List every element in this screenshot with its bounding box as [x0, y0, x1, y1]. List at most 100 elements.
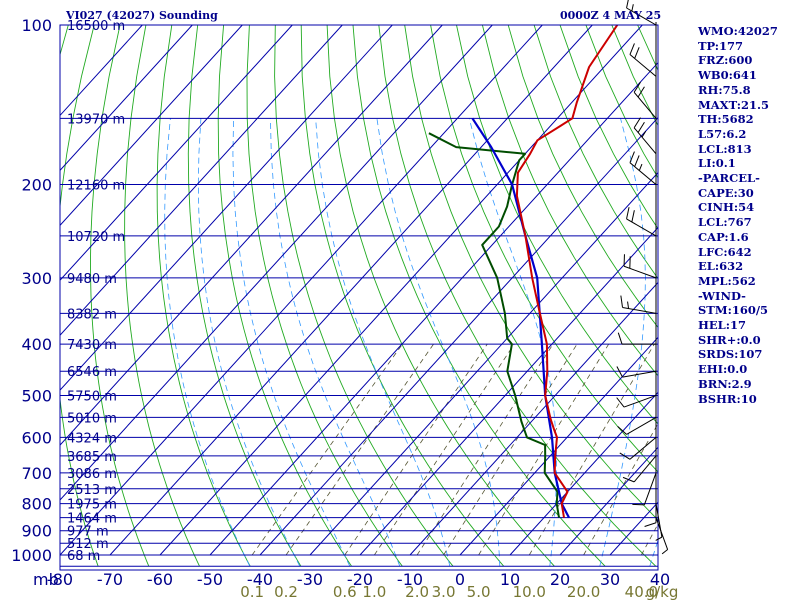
- height-label: 16500 m: [67, 19, 125, 34]
- wind-barb-flag: [633, 81, 641, 93]
- mixing-ratio-label: 3.0: [432, 583, 456, 600]
- pressure-label: 1000: [11, 546, 52, 565]
- temperature-tick-label: -50: [197, 570, 223, 589]
- wind-barb-flag: [634, 47, 640, 59]
- parcel-line: [471, 117, 570, 519]
- isotherm: [259, 116, 658, 556]
- isotherm: [359, 226, 658, 556]
- wind-barb: [633, 117, 657, 155]
- dry-adiabat: [246, 25, 403, 567]
- isotherm: [60, 25, 493, 501]
- height-label: 13970 m: [67, 112, 125, 127]
- moist-adiabat: [232, 118, 351, 567]
- wind-barb-shaft: [633, 455, 657, 483]
- height-label: 3685 m: [67, 450, 117, 465]
- isotherm: [60, 25, 293, 282]
- wind-barbs: [616, 0, 669, 555]
- wind-barb-shaft: [626, 416, 657, 435]
- height-label: 8382 m: [67, 307, 117, 322]
- stat-line: BRN:2.9: [698, 376, 752, 391]
- wind-barb: [622, 455, 657, 483]
- wind-barb-flag: [641, 130, 647, 138]
- wind-barb: [616, 394, 657, 408]
- stat-line: LCL:767: [698, 215, 752, 230]
- pressure-label: 900: [21, 522, 52, 541]
- wind-barb-flag: [617, 425, 627, 435]
- stat-line: LFC:642: [698, 244, 752, 259]
- mixing-ratio-label: 40.0: [625, 583, 658, 600]
- isotherm: [409, 281, 658, 556]
- height-label: 5750 m: [67, 389, 117, 404]
- mixing-ratio-line: [443, 343, 578, 556]
- isotherm: [60, 25, 443, 446]
- mixing-ratio-line: [374, 343, 515, 556]
- wind-barb-shaft: [643, 472, 657, 506]
- isotherm: [509, 391, 658, 556]
- stat-line: STM:160/5: [698, 303, 769, 318]
- dry-adiabat: [533, 25, 658, 280]
- dry-adiabat: [156, 25, 251, 567]
- wind-barb-flag: [633, 117, 641, 129]
- dry-adiabat: [481, 25, 658, 377]
- wind-barb: [629, 151, 657, 185]
- isotherm: [209, 61, 658, 556]
- dry-adiabat: [0, 25, 42, 566]
- wind-barb: [632, 472, 657, 506]
- dry-adiabat: [326, 25, 555, 567]
- wind-barb-flag: [617, 332, 623, 345]
- mixing-ratio-label: 20.0: [567, 583, 600, 600]
- wind-barb-flag: [627, 301, 630, 309]
- dry-adiabat: [352, 25, 606, 567]
- wind-barb-flag: [616, 366, 623, 378]
- wind-barb-shaft: [629, 437, 657, 460]
- wind-barb: [617, 332, 656, 345]
- stat-line: LCL:813: [698, 141, 752, 156]
- stat-line: CAP:1.6: [698, 229, 749, 244]
- stat-line: TH:5682: [698, 112, 754, 127]
- mixing-ratio-line: [285, 343, 434, 556]
- pressure-label: 500: [21, 386, 52, 405]
- temperature-tick-label: -60: [147, 570, 173, 589]
- wind-barb-shaft: [623, 265, 657, 279]
- pressure-unit: mb: [33, 570, 59, 589]
- stat-line: FRZ:600: [698, 53, 753, 68]
- height-label: 1464 m: [67, 512, 117, 527]
- wind-barb-shaft: [655, 517, 669, 550]
- stat-line: MAXT:21.5: [698, 97, 769, 112]
- wind-barb: [655, 517, 669, 555]
- temperature-tick-label: -20: [347, 570, 373, 589]
- pressure-label: 100: [21, 16, 52, 35]
- wind-barb: [620, 295, 657, 314]
- dry-adiabat: [378, 25, 657, 567]
- mixing-ratio-label: 0.6: [333, 583, 357, 600]
- isotherm: [60, 25, 243, 227]
- wind-barb-flag: [619, 452, 631, 460]
- wind-barb-flag: [629, 43, 635, 55]
- temperature-tick-label: -10: [397, 570, 423, 589]
- height-label: 977 m: [67, 525, 109, 540]
- wind-barb-flag: [661, 549, 668, 555]
- wind-barb-shaft: [655, 503, 663, 538]
- pressure-label: 600: [21, 428, 52, 447]
- dry-adiabat: [404, 25, 658, 521]
- temperature-tick-label: 10: [500, 570, 520, 589]
- temperature-tick-label: -70: [97, 570, 123, 589]
- wind-barb-flag: [629, 151, 635, 163]
- wind-barb-shaft: [633, 91, 657, 119]
- dry-adiabat: [217, 25, 352, 567]
- height-label: 2513 m: [67, 483, 117, 498]
- wind-barb: [629, 43, 657, 77]
- stat-line: CAPE:30: [698, 185, 754, 200]
- wind-barb-flag: [620, 295, 624, 308]
- isotherm: [559, 446, 658, 556]
- mixing-ratio-line: [251, 343, 403, 556]
- plot-frame: [59, 24, 659, 571]
- wind-barb: [617, 416, 657, 435]
- mixing-ratio-line: [528, 343, 655, 556]
- isotherm: [60, 25, 193, 172]
- stat-line: MPL:562: [698, 273, 756, 288]
- stat-line: RH:75.8: [698, 82, 751, 97]
- height-label: 512 m: [67, 537, 109, 552]
- chart-title: VI027 (42027) Sounding: [66, 9, 218, 22]
